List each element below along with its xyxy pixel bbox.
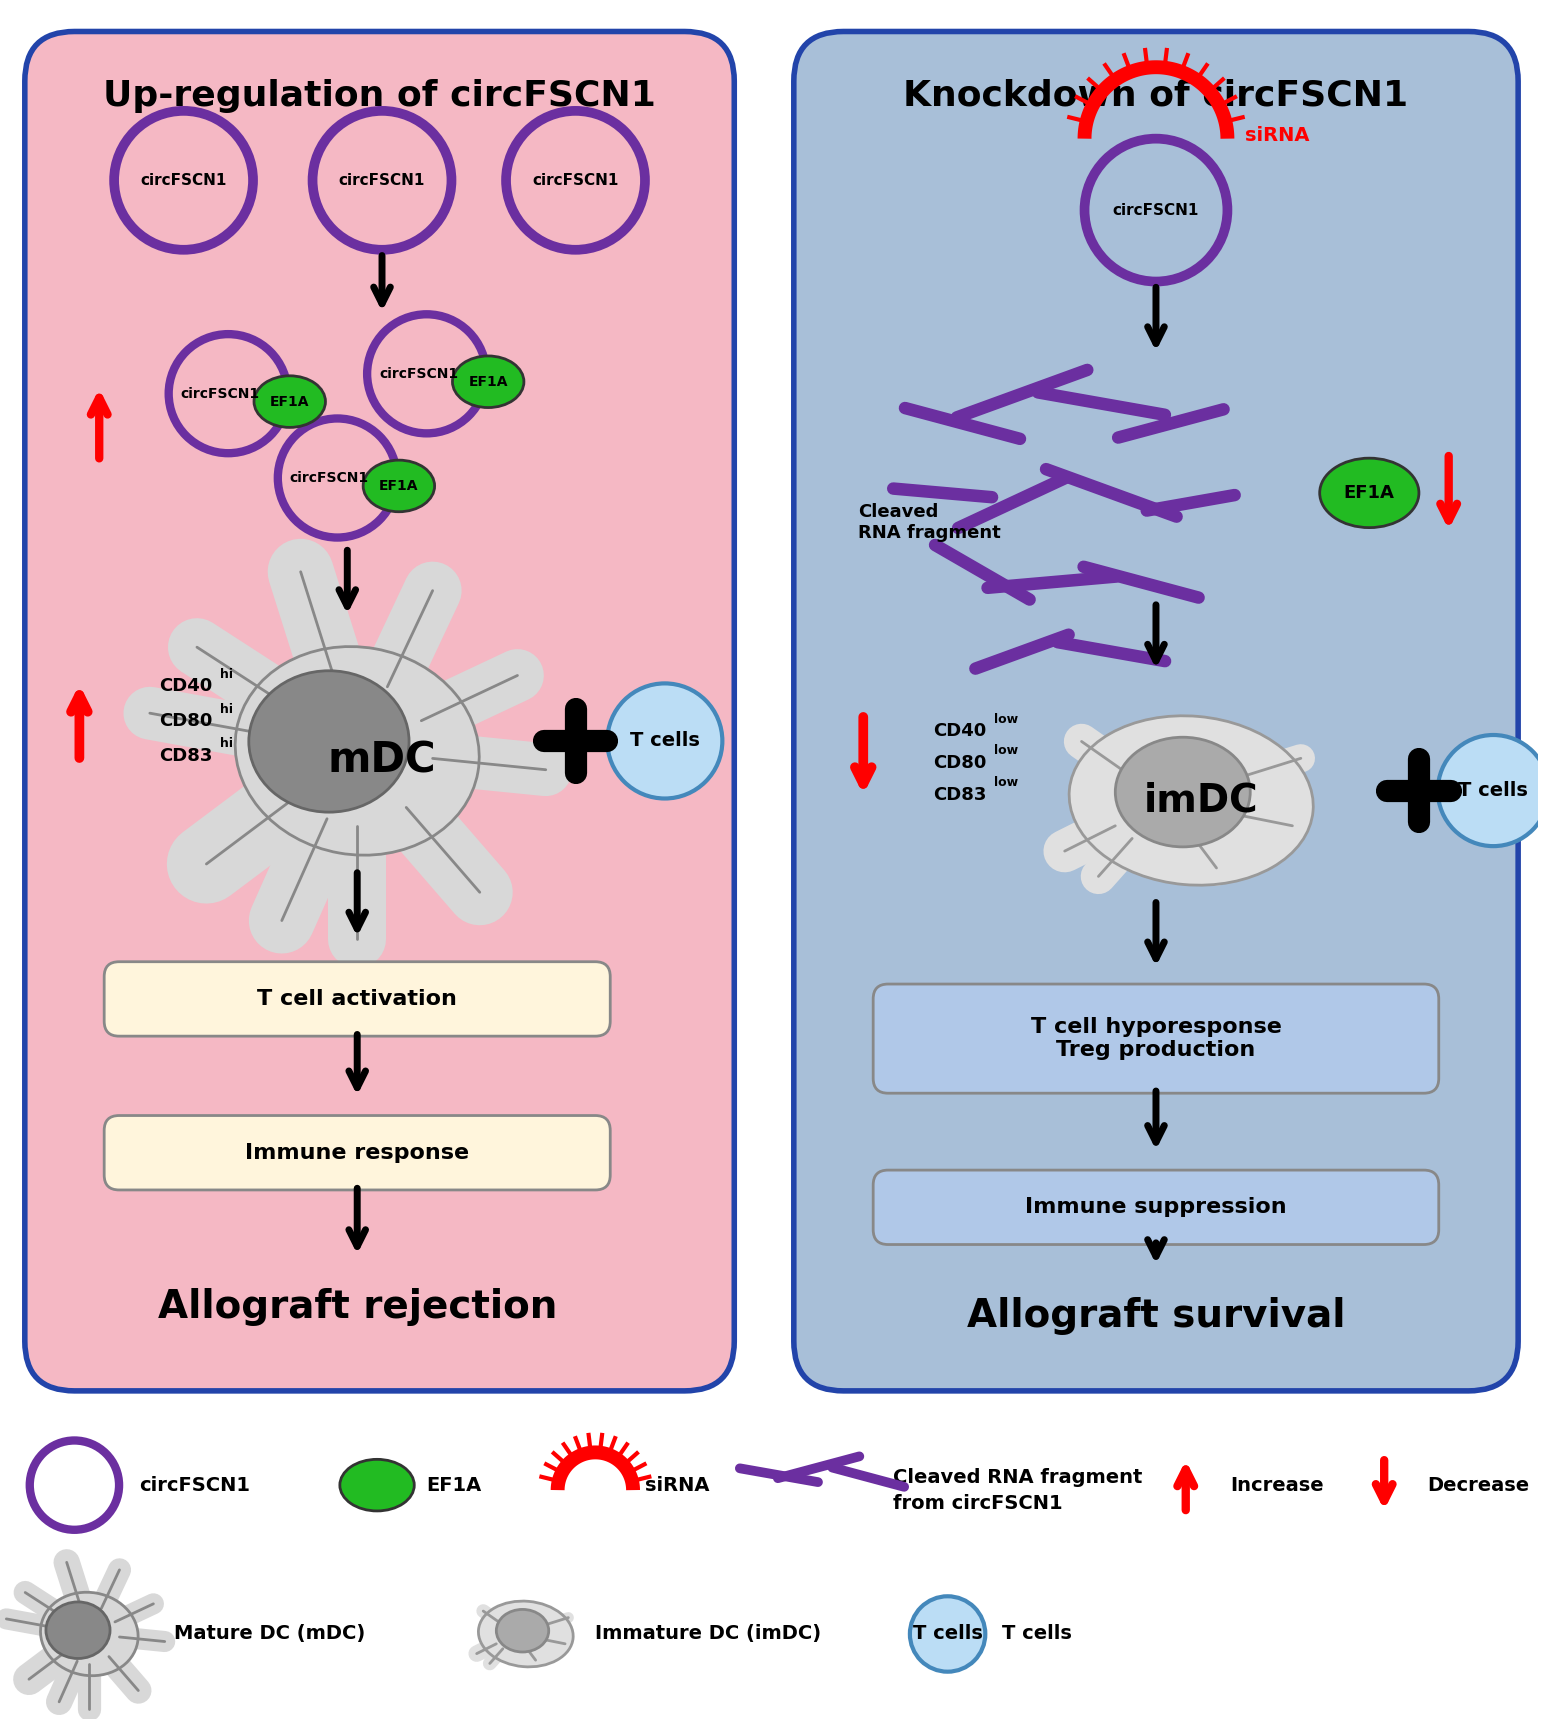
Text: Increase: Increase bbox=[1231, 1476, 1324, 1495]
Ellipse shape bbox=[453, 356, 524, 407]
Text: Immune suppression: Immune suppression bbox=[1025, 1198, 1286, 1217]
Text: siRNA: siRNA bbox=[1245, 126, 1310, 145]
Text: mDC: mDC bbox=[327, 740, 437, 782]
Text: low: low bbox=[994, 777, 1018, 789]
Text: circFSCN1: circFSCN1 bbox=[290, 471, 369, 485]
Ellipse shape bbox=[363, 461, 434, 511]
Circle shape bbox=[1438, 735, 1548, 846]
Text: hi: hi bbox=[220, 737, 234, 751]
Circle shape bbox=[910, 1597, 986, 1672]
Text: Cleaved
RNA fragment: Cleaved RNA fragment bbox=[859, 504, 1001, 542]
Ellipse shape bbox=[236, 647, 479, 854]
Text: circFSCN1: circFSCN1 bbox=[181, 387, 260, 400]
Text: EF1A: EF1A bbox=[270, 395, 310, 409]
Text: T cells: T cells bbox=[629, 732, 699, 751]
Text: EF1A: EF1A bbox=[468, 375, 508, 388]
Ellipse shape bbox=[1319, 457, 1418, 528]
Text: circFSCN1: circFSCN1 bbox=[141, 173, 226, 188]
Text: Cleaved RNA fragment: Cleaved RNA fragment bbox=[893, 1467, 1142, 1486]
Text: CD40: CD40 bbox=[933, 721, 986, 740]
FancyBboxPatch shape bbox=[794, 31, 1517, 1391]
Ellipse shape bbox=[1070, 716, 1313, 885]
Text: Knockdown of circFSCN1: Knockdown of circFSCN1 bbox=[904, 79, 1409, 112]
Text: Up-regulation of circFSCN1: Up-regulation of circFSCN1 bbox=[102, 79, 656, 112]
Text: siRNA: siRNA bbox=[645, 1476, 710, 1495]
Text: low: low bbox=[994, 713, 1018, 725]
Ellipse shape bbox=[339, 1460, 414, 1510]
Text: T cell activation: T cell activation bbox=[257, 989, 457, 1010]
Text: CD80: CD80 bbox=[933, 754, 986, 772]
Text: circFSCN1: circFSCN1 bbox=[380, 368, 459, 381]
Text: T cells: T cells bbox=[1459, 782, 1528, 801]
FancyBboxPatch shape bbox=[873, 1170, 1438, 1244]
Text: Decrease: Decrease bbox=[1428, 1476, 1528, 1495]
Text: hi: hi bbox=[220, 668, 234, 682]
Text: EF1A: EF1A bbox=[380, 478, 419, 494]
Text: Mature DC (mDC): Mature DC (mDC) bbox=[174, 1624, 364, 1643]
Text: circFSCN1: circFSCN1 bbox=[532, 173, 618, 188]
FancyBboxPatch shape bbox=[873, 984, 1438, 1093]
Ellipse shape bbox=[254, 376, 326, 428]
Ellipse shape bbox=[479, 1602, 574, 1667]
Text: Immune response: Immune response bbox=[245, 1143, 470, 1163]
Ellipse shape bbox=[250, 671, 409, 813]
Text: hi: hi bbox=[220, 702, 234, 716]
Ellipse shape bbox=[496, 1609, 549, 1652]
Text: T cell hyporesponse
Treg production: T cell hyporesponse Treg production bbox=[1031, 1017, 1282, 1060]
Text: from circFSCN1: from circFSCN1 bbox=[893, 1493, 1063, 1512]
Ellipse shape bbox=[40, 1593, 138, 1676]
Text: imDC: imDC bbox=[1144, 782, 1259, 820]
Circle shape bbox=[608, 683, 722, 799]
Text: circFSCN1: circFSCN1 bbox=[1113, 202, 1200, 217]
Text: CD40: CD40 bbox=[158, 677, 212, 696]
Text: CD83: CD83 bbox=[933, 785, 986, 804]
FancyBboxPatch shape bbox=[104, 961, 611, 1036]
Text: Allograft survival: Allograft survival bbox=[967, 1298, 1345, 1336]
Ellipse shape bbox=[46, 1602, 110, 1659]
FancyBboxPatch shape bbox=[25, 31, 735, 1391]
Text: circFSCN1: circFSCN1 bbox=[339, 173, 425, 188]
Text: Allograft rejection: Allograft rejection bbox=[158, 1288, 556, 1326]
Text: low: low bbox=[994, 744, 1018, 758]
Text: circFSCN1: circFSCN1 bbox=[140, 1476, 250, 1495]
Text: CD80: CD80 bbox=[158, 713, 212, 730]
FancyBboxPatch shape bbox=[104, 1115, 611, 1189]
Text: T cells: T cells bbox=[1003, 1624, 1073, 1643]
Ellipse shape bbox=[1116, 737, 1251, 847]
Text: CD83: CD83 bbox=[158, 747, 212, 765]
Text: EF1A: EF1A bbox=[1344, 483, 1395, 502]
Text: Immature DC (imDC): Immature DC (imDC) bbox=[595, 1624, 822, 1643]
Text: EF1A: EF1A bbox=[426, 1476, 482, 1495]
Text: T cells: T cells bbox=[913, 1624, 983, 1643]
